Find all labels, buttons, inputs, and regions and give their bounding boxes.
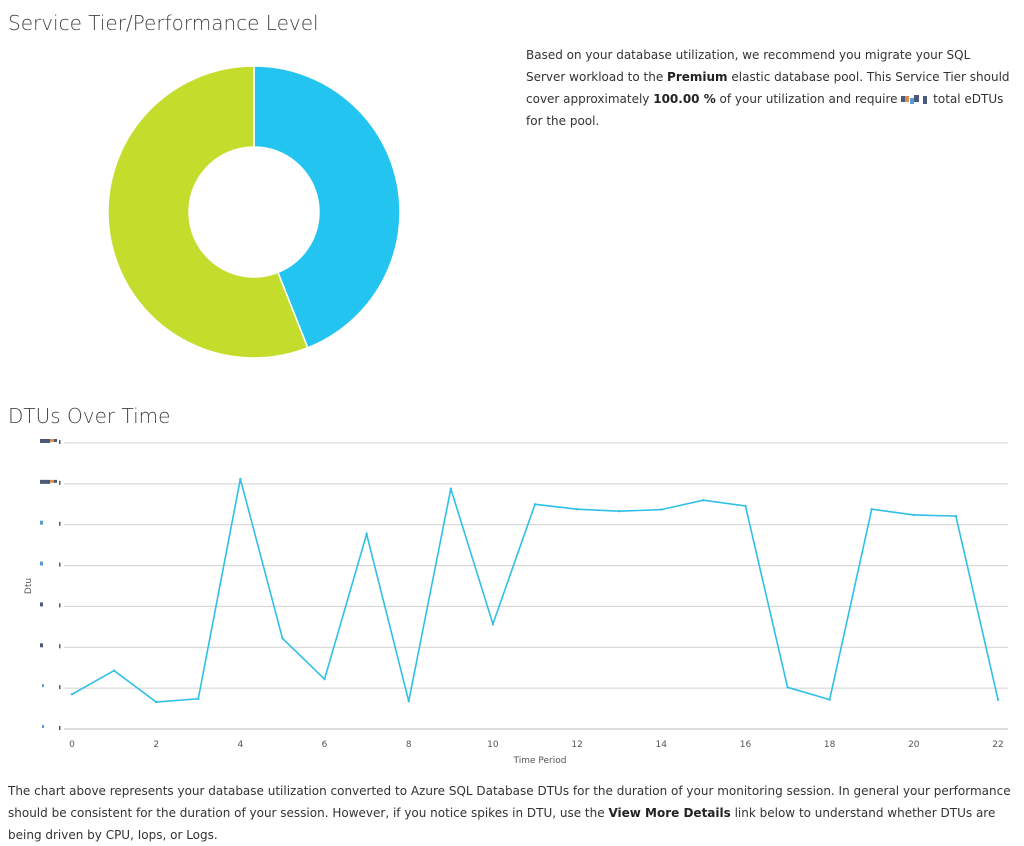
y-tick-label-redacted — [42, 725, 61, 730]
chart-description: The chart above represents your database… — [8, 780, 1014, 846]
y-tick-label-redacted — [40, 643, 61, 649]
x-tick-label: 10 — [487, 740, 499, 750]
recommendation-part2: elastic database pool. This Service Tier… — [526, 70, 1010, 106]
dtu-data-point — [70, 693, 74, 696]
y-tick-label-redacted — [40, 561, 61, 567]
dtu-data-point — [365, 532, 368, 536]
dtu-data-point — [996, 698, 1000, 701]
x-tick-label: 20 — [908, 740, 920, 750]
dtu-data-point — [407, 700, 410, 703]
y-axis-label: Dtu — [24, 578, 34, 594]
x-axis-label: Time Period — [513, 756, 567, 766]
x-tick-label: 22 — [992, 740, 1003, 750]
dtu-data-point — [575, 507, 579, 511]
y-tick-label-redacted — [42, 684, 61, 690]
redacted-edtu-value — [901, 95, 928, 104]
dtu-data-point — [323, 677, 326, 681]
footer-part1: The chart above represents your database… — [8, 784, 1011, 820]
dtu-data-point — [828, 698, 831, 701]
dtu-data-point — [744, 504, 747, 508]
x-tick-label: 2 — [153, 740, 159, 750]
y-tick-label-redacted — [40, 479, 61, 485]
x-tick-label: 18 — [824, 740, 836, 750]
x-tick-label: 8 — [406, 740, 412, 750]
dtu-data-point — [197, 697, 200, 700]
recommendation-part4: total eDTUs for the pool. — [526, 92, 1004, 128]
x-tick-label: 6 — [322, 740, 328, 750]
dtu-data-point — [660, 508, 663, 511]
dtu-data-point — [281, 637, 284, 640]
donut-slice-1 — [107, 65, 309, 359]
dtu-data-point — [239, 477, 242, 481]
dtu-data-point — [786, 686, 789, 689]
dtu-data-point — [154, 700, 158, 704]
dtu-series-line — [71, 478, 999, 703]
dtu-data-point — [954, 514, 958, 518]
recommendation-text: Based on your database utilization, we r… — [526, 44, 1012, 132]
y-tick-label-redacted — [40, 439, 61, 444]
view-more-details-link[interactable]: View More Details — [608, 806, 731, 820]
x-tick-label: 0 — [69, 740, 75, 750]
donut-slice-0 — [253, 65, 401, 349]
dtu-chart-title: DTUs Over Time — [8, 404, 171, 428]
x-tick-label: 14 — [656, 740, 668, 750]
dtu-data-point — [533, 503, 537, 506]
x-tick-label: 16 — [740, 740, 752, 750]
y-tick-label-redacted — [40, 520, 61, 526]
dtu-data-point — [617, 510, 621, 513]
recommended-tier: Premium — [667, 70, 728, 84]
dtu-line-chart: 0 2 4 6 8 10 12 14 16 18 20 22 Time Period Dtu — [24, 439, 1008, 766]
dtu-data-point — [702, 499, 705, 502]
dtu-data-point — [491, 622, 495, 626]
dtu-data-point — [912, 513, 916, 517]
x-tick-label: 12 — [571, 740, 582, 750]
service-tier-title: Service Tier/Performance Level — [8, 11, 319, 35]
dtu-data-point — [449, 487, 453, 490]
dtu-data-point — [112, 669, 116, 672]
x-tick-label: 4 — [237, 740, 243, 750]
utilization-percent: 100.00 % — [653, 92, 716, 106]
dtu-data-point — [870, 507, 873, 511]
y-tick-label-redacted — [40, 602, 61, 608]
service-tier-donut-chart — [107, 65, 401, 359]
recommendation-part1: Based on your database utilization, we r… — [526, 48, 971, 84]
recommendation-part3: of your utilization and require — [715, 92, 902, 106]
